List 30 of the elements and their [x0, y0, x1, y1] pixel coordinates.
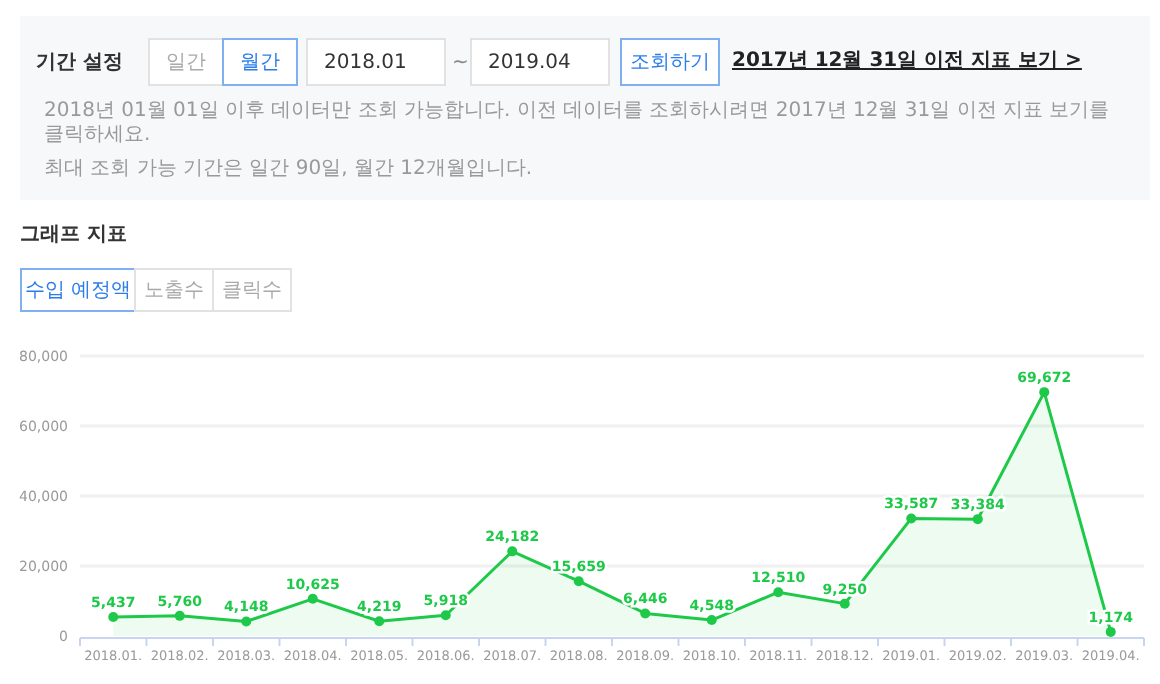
point: [174, 610, 185, 621]
point: [706, 615, 717, 626]
text: 2019.04: [470, 38, 610, 86]
text: 최대 조회 가능 기간은 일간 90일, 월간 12개월입니다.: [44, 158, 533, 182]
point: [573, 576, 584, 587]
point: [241, 616, 252, 627]
point: [906, 513, 917, 524]
point: [507, 546, 518, 557]
text: 수입 예정액: [20, 268, 136, 312]
point: [640, 608, 651, 619]
text: 2018년 01월 01일 이후 데이터만 조회 가능합니다. 이전 데이터를 조회하시려면 2017년 12월 31일 이전 지표 보기를 클릭하세요.: [44, 100, 1112, 148]
text: ~: [452, 52, 469, 76]
text: 월간: [222, 38, 298, 86]
point: [108, 611, 119, 622]
point: [440, 610, 451, 621]
point: [374, 616, 385, 627]
point: [773, 587, 784, 598]
point: [972, 514, 983, 525]
text: 노출수: [134, 268, 214, 312]
point: [307, 593, 318, 604]
text: 2018.01: [306, 38, 446, 86]
point: [1105, 626, 1116, 637]
text: 클릭수: [212, 268, 292, 312]
point: [839, 598, 850, 609]
text: 기간 설정: [36, 52, 123, 76]
chart-title: 그래프 지표: [20, 224, 127, 248]
text: 2017년 12월 31일 이전 지표 보기 >: [732, 50, 1082, 74]
text: 조회하기: [620, 38, 720, 86]
text: 일간: [148, 38, 224, 86]
point: [1039, 387, 1050, 398]
